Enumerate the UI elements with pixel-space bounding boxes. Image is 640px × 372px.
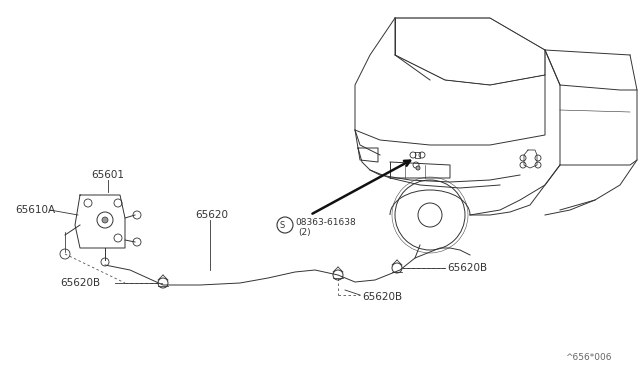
- Text: S: S: [280, 221, 285, 230]
- Circle shape: [416, 166, 420, 170]
- Text: 65620B: 65620B: [60, 278, 100, 288]
- Text: 65620: 65620: [195, 210, 228, 220]
- Text: 65620B: 65620B: [362, 292, 402, 302]
- Text: 65620B: 65620B: [447, 263, 487, 273]
- Circle shape: [102, 217, 108, 223]
- Text: 65601: 65601: [92, 170, 125, 180]
- Text: 08363-61638: 08363-61638: [295, 218, 356, 227]
- Text: ^656*006: ^656*006: [565, 353, 611, 362]
- Text: 65610A: 65610A: [15, 205, 55, 215]
- Text: (2): (2): [298, 228, 310, 237]
